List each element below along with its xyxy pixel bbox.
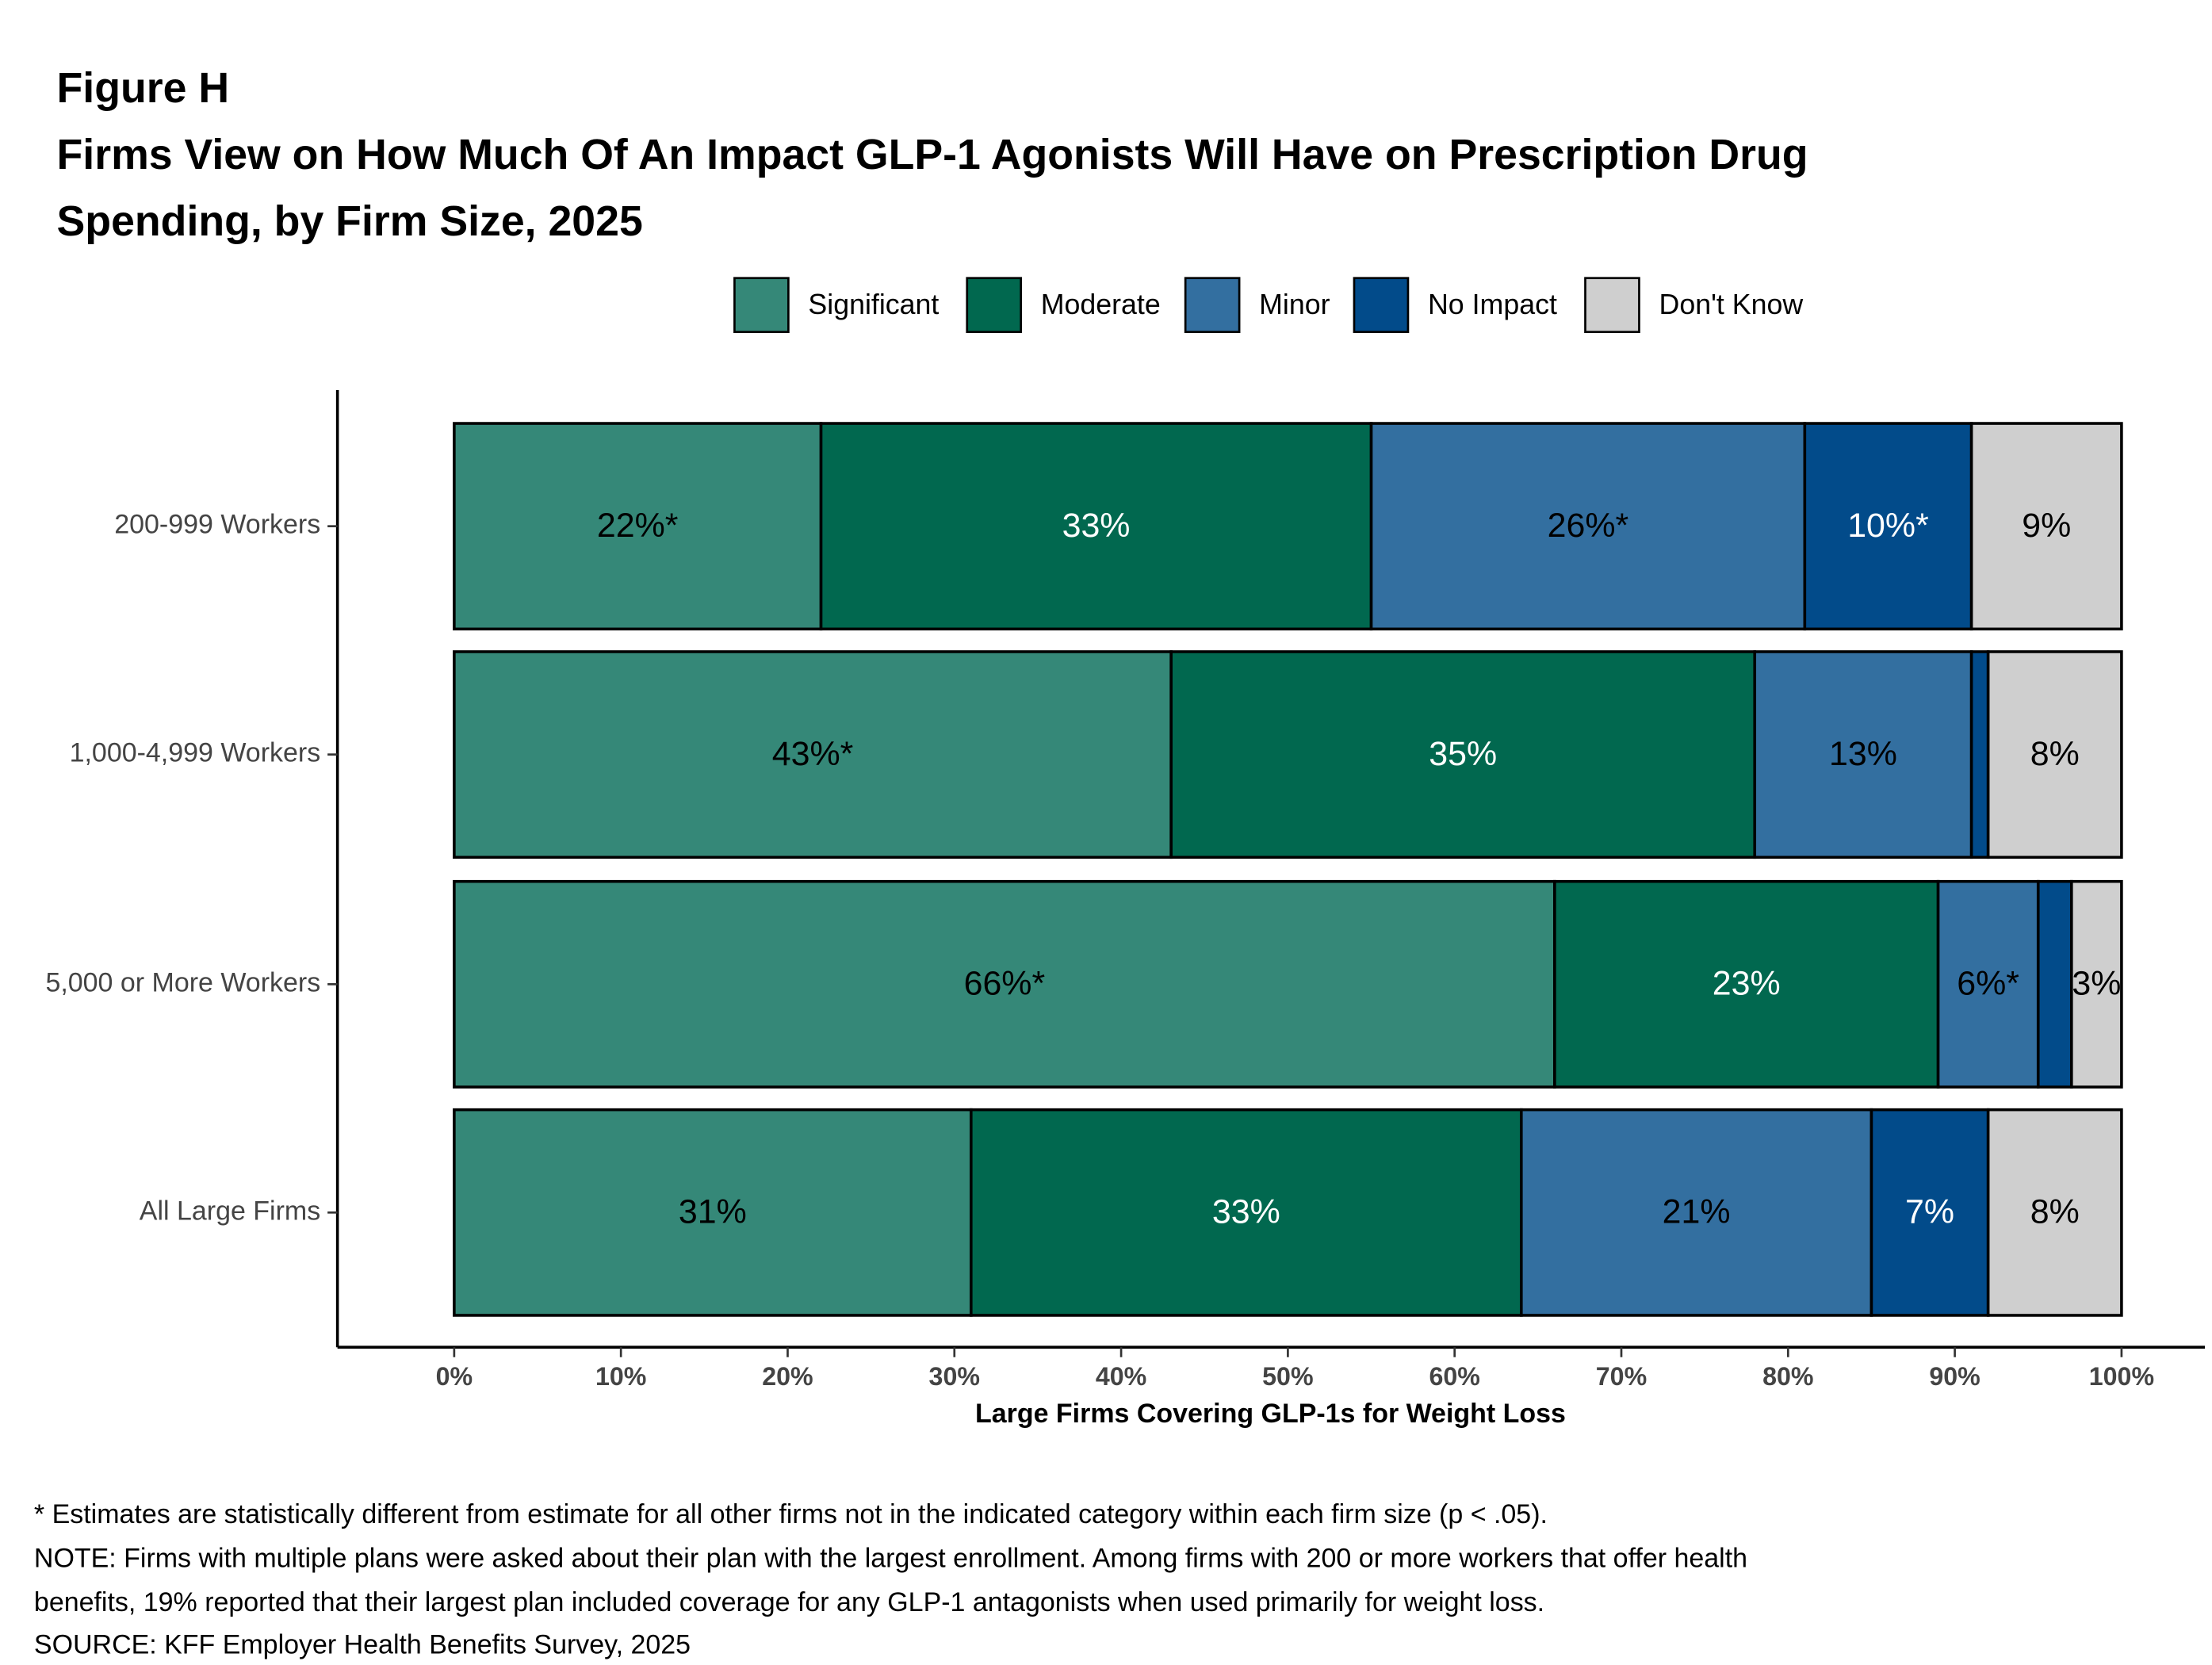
data-label: 66%* — [964, 964, 1046, 1002]
data-label: 13% — [1829, 735, 1897, 773]
data-label: 31% — [679, 1192, 747, 1231]
x-tick-label: 0% — [436, 1362, 473, 1391]
data-label: 6%* — [1957, 964, 2019, 1002]
data-label: 8% — [2030, 735, 2080, 773]
footnote: * Estimates are statistically different … — [34, 1499, 1548, 1529]
bar-segment — [1936, 879, 2040, 1089]
bar-segment — [1986, 1108, 2123, 1317]
x-tick-label: 80% — [1762, 1362, 1813, 1391]
footnote: benefits, 19% reported that their larges… — [34, 1587, 1544, 1617]
data-label: 9% — [2022, 507, 2071, 545]
bar-segment — [1869, 1108, 1990, 1317]
data-label: 33% — [1212, 1192, 1280, 1231]
data-label: 26%* — [1548, 507, 1629, 545]
data-label: 23% — [1713, 964, 1781, 1002]
x-tick-label: 100% — [2089, 1362, 2154, 1391]
legend-label: Don't Know — [1659, 289, 1804, 320]
x-tick-label: 60% — [1429, 1362, 1479, 1391]
legend-label: No Impact — [1428, 289, 1557, 320]
data-label: 22%* — [597, 507, 679, 545]
legend-label: Moderate — [1041, 289, 1161, 320]
x-tick-label: 90% — [1929, 1362, 1980, 1391]
data-label: 35% — [1429, 735, 1497, 773]
footnote: NOTE: Firms with multiple plans were ask… — [34, 1543, 1747, 1573]
data-label: 8% — [2030, 1192, 2080, 1231]
data-label: 10%* — [1847, 507, 1929, 545]
footnote: SOURCE: KFF Employer Health Benefits Sur… — [34, 1630, 691, 1660]
bar-segment — [453, 879, 1556, 1089]
y-tick-label: 200-999 Workers — [114, 510, 320, 540]
legend-swatch — [733, 277, 790, 334]
bar-segment — [1520, 1108, 1873, 1317]
legend-swatch — [1353, 277, 1410, 334]
bar-segment — [1969, 422, 2123, 631]
y-tick-label: 5,000 or More Workers — [45, 967, 320, 997]
x-tick-label: 10% — [595, 1362, 646, 1391]
y-tick-label: All Large Firms — [140, 1196, 320, 1226]
bar-segment — [1553, 879, 1940, 1089]
data-label: 21% — [1663, 1192, 1731, 1231]
y-tick-label: 1,000-4,999 Workers — [70, 738, 321, 768]
bar-segment — [1986, 650, 2123, 859]
bar-segment — [2070, 879, 2123, 1089]
bar-segment — [1969, 650, 1990, 859]
bar-segment — [1169, 650, 1757, 859]
bar-segment — [1753, 650, 1973, 859]
x-tick-label: 20% — [762, 1362, 813, 1391]
x-tick-label: 30% — [929, 1362, 980, 1391]
chart-title: Firms View on How Much Of An Impact GLP-… — [57, 131, 1808, 178]
data-label: 3% — [2072, 964, 2121, 1002]
x-tick-label: 40% — [1096, 1362, 1146, 1391]
x-tick-label: 50% — [1262, 1362, 1313, 1391]
chart-title: Spending, by Firm Size, 2025 — [57, 197, 643, 245]
legend-swatch — [1184, 277, 1241, 334]
x-axis-label: Large Firms Covering GLP-1s for Weight L… — [975, 1399, 1566, 1429]
bar-segment — [453, 650, 1173, 859]
bar-segment — [1369, 422, 1807, 631]
legend-swatch — [1584, 277, 1640, 334]
bar-segment — [970, 1108, 1523, 1317]
figure-label: Figure H — [57, 64, 230, 112]
data-label: 43%* — [772, 735, 854, 773]
legend-label: Significant — [808, 289, 939, 320]
x-tick-label: 70% — [1596, 1362, 1647, 1391]
data-label: 33% — [1062, 507, 1131, 545]
bar-segment — [2036, 879, 2073, 1089]
legend-swatch — [966, 277, 1023, 334]
legend-label: Minor — [1259, 289, 1330, 320]
data-label: 7% — [1905, 1192, 1954, 1231]
